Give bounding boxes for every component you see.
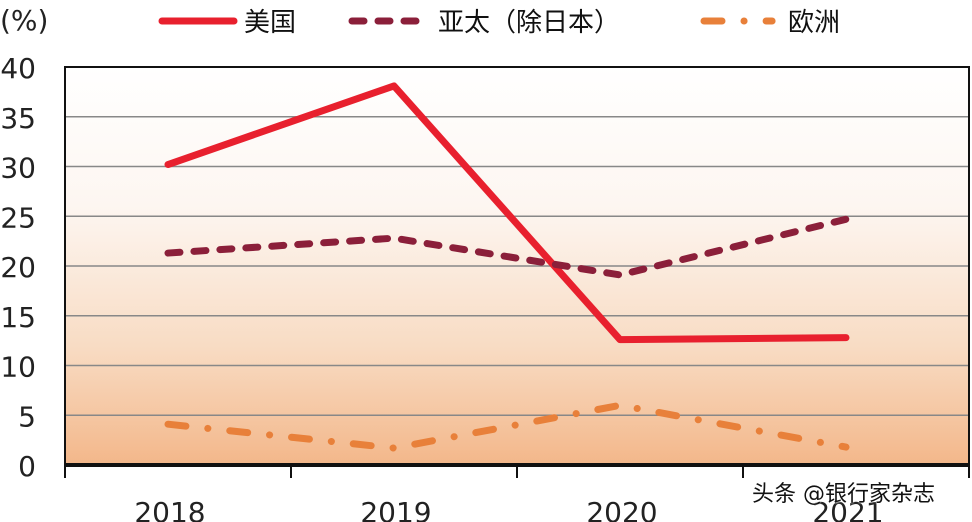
- y-tick-label: 35: [0, 102, 36, 135]
- watermark: 头条 @银行家杂志: [752, 482, 935, 507]
- series-line-1: [164, 215, 850, 279]
- y-tick-label: 40: [0, 52, 36, 85]
- y-tick-label: 20: [0, 251, 36, 284]
- y-tick-label: 5: [18, 400, 36, 433]
- x-tick-label: 2018: [134, 496, 205, 522]
- y-tick-label: 10: [0, 351, 36, 384]
- legend-item-europe: 欧洲: [698, 2, 840, 39]
- dashed-line-icon: [348, 17, 420, 24]
- y-axis-ticks: 0 5 10 15 20 25 30 35 40: [0, 52, 36, 483]
- y-tick-label: 0: [18, 450, 36, 483]
- y-tick-label: 15: [0, 301, 36, 334]
- legend: 美国 亚太（除日本） 欧洲: [0, 0, 972, 40]
- series-line-2: [164, 401, 850, 452]
- legend-item-us: 美国: [158, 2, 296, 39]
- series-lines: [164, 82, 850, 452]
- gridlines: [65, 116, 969, 416]
- solid-line-icon: [158, 17, 238, 24]
- x-tick-label: 2019: [360, 496, 431, 522]
- y-axis-unit: (%): [0, 4, 49, 37]
- series-line-0: [164, 82, 850, 344]
- dash-dot-line-icon: [700, 17, 782, 24]
- legend-label: 美国: [244, 8, 297, 38]
- y-tick-label: 30: [0, 152, 36, 185]
- x-axis-ticks: 2018 2019 2020 2021: [64, 465, 970, 522]
- x-tick-label: 2021: [812, 496, 883, 522]
- legend-label: 欧洲: [788, 8, 841, 38]
- legend-item-apac: 亚太（除日本）: [346, 2, 620, 39]
- y-tick-label: 25: [0, 201, 36, 234]
- legend-label: 亚太（除日本）: [438, 8, 621, 38]
- x-tick-label: 2020: [586, 496, 657, 522]
